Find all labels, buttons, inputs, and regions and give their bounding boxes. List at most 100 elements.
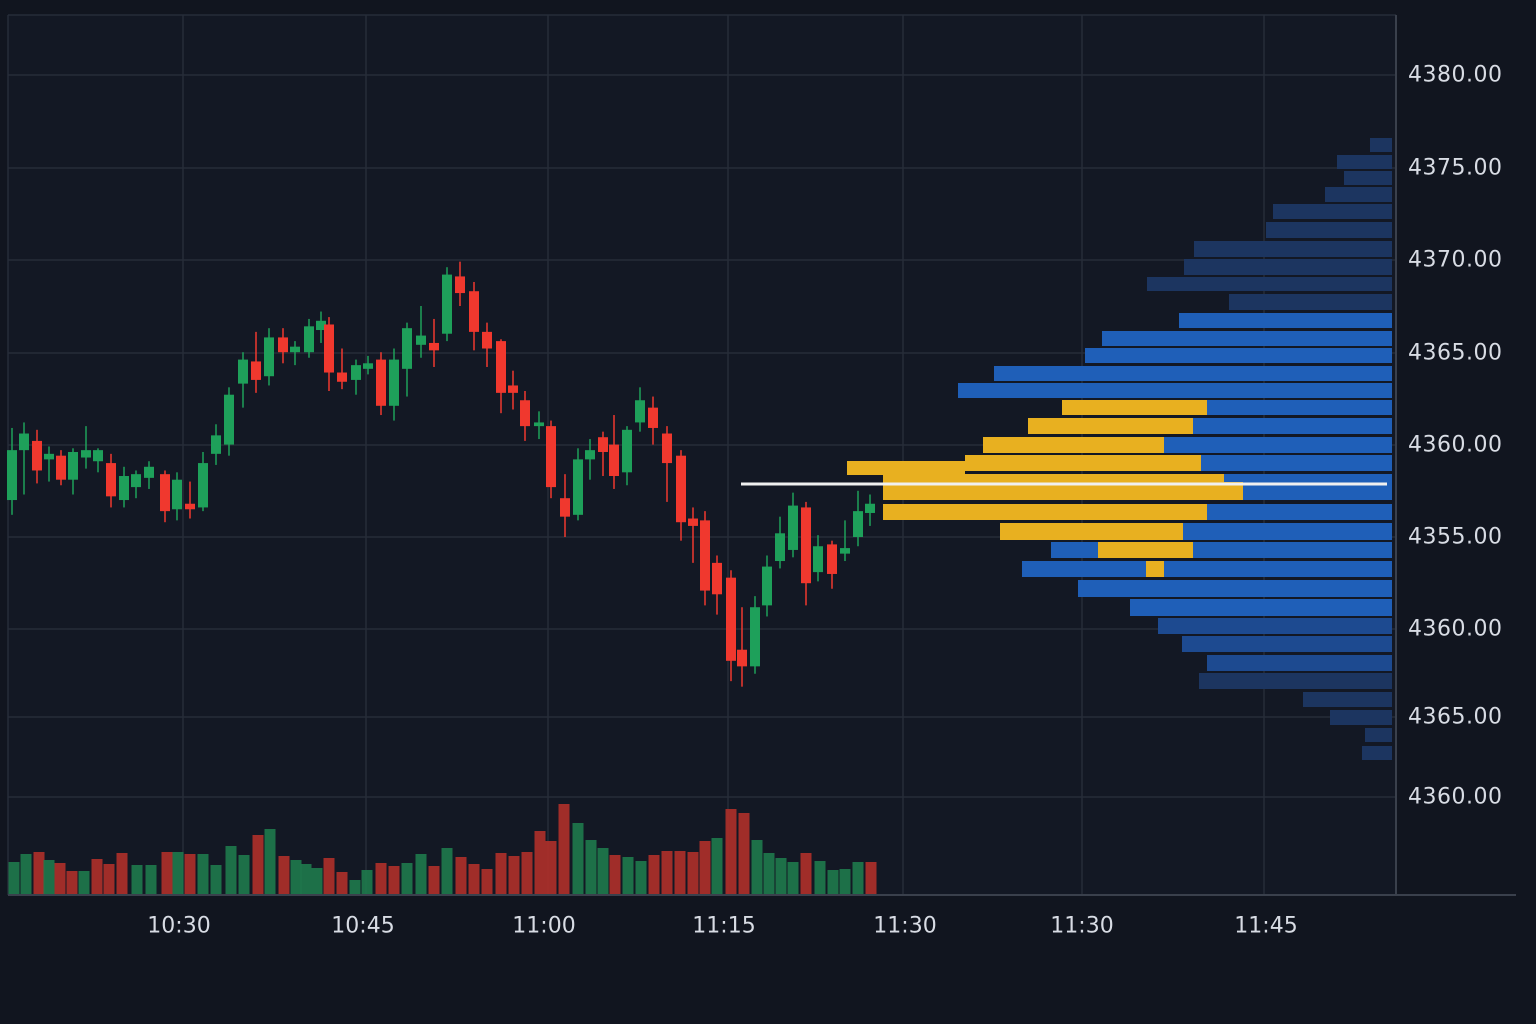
- volume-bar: [8, 862, 20, 895]
- candle-body: [32, 440, 42, 471]
- volume-bar: [91, 859, 103, 895]
- candle-body: [788, 505, 798, 550]
- candle-body: [376, 359, 386, 406]
- volume-bar: [661, 851, 673, 895]
- volume-bar: [597, 848, 609, 895]
- profile-row-buy: [1000, 523, 1183, 540]
- volume-bar: [865, 862, 877, 895]
- candle-body: [688, 518, 698, 526]
- volume-bar: [290, 860, 302, 895]
- volume-bar: [455, 857, 467, 895]
- candle-body: [251, 361, 261, 380]
- price-axis-label: 4365.00: [1408, 704, 1503, 730]
- candle-body: [160, 474, 170, 512]
- volume-bar: [441, 848, 453, 895]
- candle-body: [585, 450, 595, 460]
- volume-bar: [558, 804, 570, 895]
- candle-body: [131, 474, 141, 488]
- volume-bar: [674, 851, 686, 895]
- price-axis-label: 4375.00: [1408, 155, 1503, 181]
- profile-row-buy: [1028, 418, 1193, 434]
- profile-row: [1194, 241, 1392, 257]
- volume-bar: [585, 840, 597, 895]
- candle-body: [56, 455, 66, 480]
- candle-body: [172, 479, 182, 510]
- candle-body: [700, 520, 710, 591]
- volume-bar: [161, 852, 173, 895]
- profile-row: [1179, 313, 1392, 328]
- candle-body: [290, 346, 300, 353]
- candle-body: [853, 511, 863, 537]
- volume-bar: [711, 838, 723, 895]
- volume-bar: [699, 841, 711, 895]
- profile-row-buy: [883, 504, 1207, 520]
- time-axis-label: 11:30: [1050, 913, 1114, 939]
- profile-row: [1273, 204, 1392, 219]
- profile-row: [1229, 294, 1392, 310]
- volume-bar: [116, 853, 128, 895]
- candle-body: [224, 394, 234, 445]
- candle-body: [762, 566, 772, 606]
- profile-row-buy: [1098, 542, 1193, 558]
- volume-bar: [252, 835, 264, 895]
- candle-body: [44, 453, 54, 460]
- candle-body: [81, 450, 91, 458]
- candle-body: [508, 385, 518, 393]
- volume-bar: [609, 855, 621, 895]
- volume-bar: [388, 866, 400, 895]
- candle-body: [185, 503, 195, 510]
- volume-bar: [375, 863, 387, 895]
- volume-bar: [225, 846, 237, 895]
- volume-bar: [827, 870, 839, 895]
- volume-bar: [349, 880, 361, 895]
- volume-bar: [852, 862, 864, 895]
- volume-bar: [66, 871, 78, 895]
- profile-row: [1370, 138, 1392, 152]
- volume-bar: [210, 865, 222, 895]
- time-axis-label: 10:30: [147, 913, 211, 939]
- candle-body: [19, 433, 29, 451]
- profile-row: [1022, 561, 1392, 577]
- candle-body: [598, 437, 608, 452]
- time-axis-label: 11:30: [873, 913, 937, 939]
- profile-row: [1102, 331, 1392, 346]
- volume-bar: [635, 861, 647, 895]
- volume-bar: [839, 869, 851, 895]
- time-axis-label: 10:45: [331, 913, 395, 939]
- volume-bar: [361, 870, 373, 895]
- candle-body: [534, 422, 544, 427]
- time-axis-label: 11:15: [692, 913, 756, 939]
- volume-bar: [814, 861, 826, 895]
- volume-profile: [847, 138, 1392, 760]
- candle-body: [389, 359, 399, 406]
- candle-body: [573, 459, 583, 515]
- candle-body: [7, 450, 17, 501]
- candle-body: [750, 607, 760, 667]
- candle-body: [813, 546, 823, 573]
- candle-body: [337, 372, 347, 382]
- candle-body: [106, 463, 116, 497]
- volume-bar: [521, 852, 533, 895]
- candle-body: [662, 433, 672, 464]
- profile-row: [1330, 710, 1392, 725]
- candle-body: [737, 649, 747, 667]
- price-axis-label: 4360.00: [1408, 784, 1503, 810]
- candle-body: [351, 365, 361, 380]
- volume-bar: [43, 860, 55, 895]
- candle-body: [648, 407, 658, 428]
- volume-bar: [687, 852, 699, 895]
- volume-bar: [264, 829, 276, 895]
- profile-row-buy: [965, 455, 1201, 471]
- price-axis-label: 4370.00: [1408, 247, 1503, 273]
- volume-bar: [415, 854, 427, 895]
- volume-bar: [20, 854, 32, 895]
- candle-body: [442, 274, 452, 334]
- volume-bar: [54, 863, 66, 895]
- candle-body: [560, 498, 570, 517]
- profile-row: [1199, 673, 1392, 689]
- candle-body: [144, 466, 154, 478]
- price-axis-label: 4360.00: [1408, 616, 1503, 642]
- volume-bar: [278, 856, 290, 895]
